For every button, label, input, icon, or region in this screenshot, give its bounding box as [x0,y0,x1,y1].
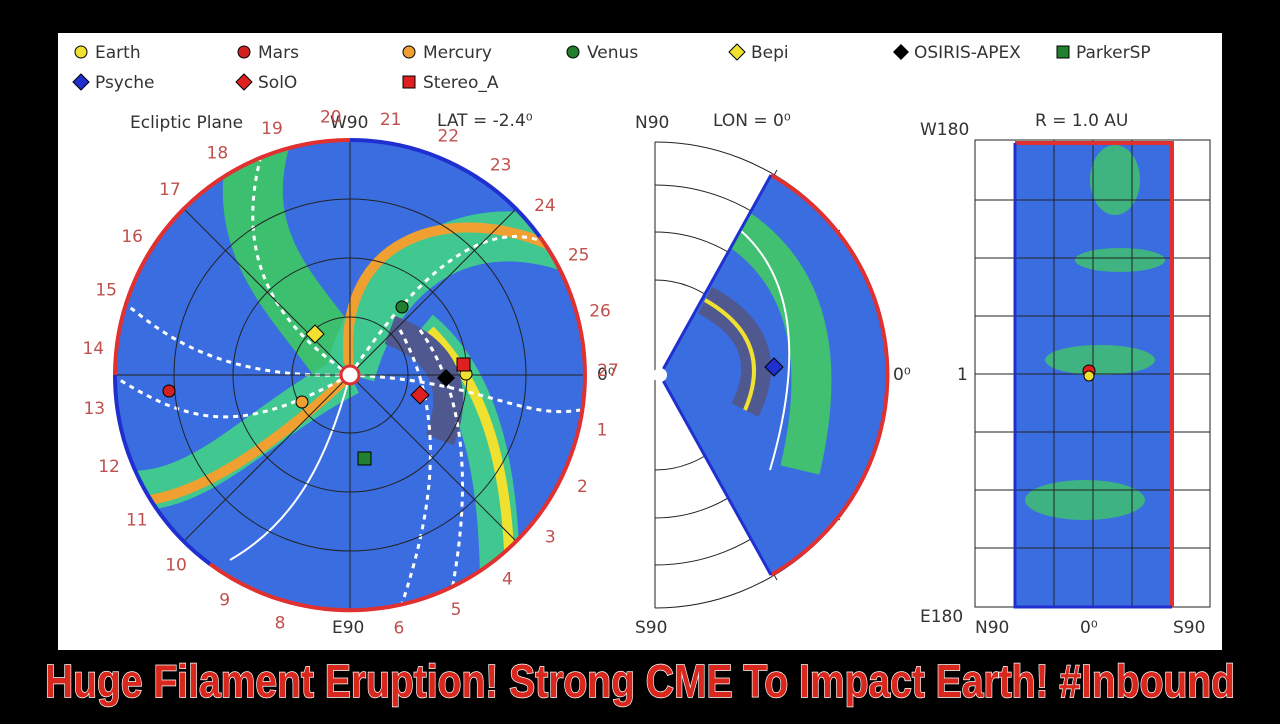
axis-label: 1 [957,365,968,385]
rim [112,374,212,566]
marker [235,73,253,91]
bepi [305,324,325,344]
ring-label: 19 [261,119,283,139]
ring-label: 6 [394,618,405,638]
solar-wind [117,140,585,610]
axis-label: 0⁰ [893,365,911,385]
ring-label: 12 [98,457,120,477]
ring-label: 20 [320,108,342,128]
radial-plot: W180 R = 1.0 AU 1 E180 N90 0⁰ S90 [920,111,1211,638]
legend-label: Mercury [423,43,492,63]
marker [566,45,580,59]
ring-label: 18 [207,144,229,164]
ring-label: 2 [577,477,588,497]
plot-title: Ecliptic Plane [130,113,243,133]
mars [162,384,176,398]
stereo-a [456,357,471,372]
solar-wind [697,213,832,475]
ring-label: 9 [219,591,230,611]
ring-label: 11 [126,510,148,530]
latitude: LAT = -2.4⁰ [437,111,533,131]
axis-label: E90 [332,618,364,638]
marker [1056,45,1070,59]
sun [339,364,361,386]
legend-label: ParkerSP [1076,43,1151,63]
caption: Huge Filament Eruption! Strong CME To Im… [45,655,1235,707]
mercury [295,395,309,409]
ring-label: 24 [534,196,556,216]
marker [237,45,251,59]
axis-label: W90 [330,113,368,133]
marker [402,45,416,59]
venus [395,300,409,314]
radius: R = 1.0 AU [1035,111,1128,131]
ring-label: 1 [597,420,608,440]
legend: Earth Mars Mercury Venus Bepi OSIRIS-APE… [72,43,1151,93]
marker [402,75,416,89]
marker [74,45,88,59]
axis-label: N90 [975,618,1009,638]
rim [1015,141,1174,607]
solar-wind [1025,145,1165,520]
ring-label: 25 [568,245,590,265]
ring-label: 15 [95,281,117,301]
legend-label: OSIRIS-APEX [914,43,1021,63]
axis-label: E180 [920,607,963,627]
axis-label: 0⁰ [597,365,615,385]
ring-label: 23 [490,156,512,176]
ring-label: 3 [545,528,556,548]
ecliptic-plot: Ecliptic Plane W90 LAT = -2.4⁰ E90 0⁰ 19… [82,108,618,639]
marker [72,73,90,91]
ring-label: 17 [159,180,181,200]
axis-label: S90 [1173,618,1205,638]
sun [653,368,667,382]
ring-label: 14 [82,339,104,359]
legend-label: Bepi [751,43,789,63]
legend-label: Psyche [95,73,154,93]
rim [113,138,351,376]
psyche [764,357,784,377]
osiris-apex [437,369,455,387]
marker [893,44,909,60]
legend-label: Mars [258,43,299,63]
rim [770,173,890,577]
legend-label: Earth [95,43,141,63]
earth [1083,370,1095,382]
axis-label: N90 [635,113,669,133]
ring-label: 5 [451,600,462,620]
solo [410,385,430,405]
marker [728,43,746,61]
ring-label: 13 [83,399,105,419]
rim [349,138,542,239]
ring-label: 8 [275,613,286,633]
ring-label: 10 [165,556,187,576]
rim [208,235,587,613]
ring-label: 22 [437,126,459,146]
ring-label: 4 [502,569,513,589]
ring-label: 26 [589,301,611,321]
legend-label: SolO [258,73,297,93]
ring-label: 27 [597,361,619,381]
parkersp [357,451,372,466]
legend-label: Stereo_A [423,73,499,93]
axis-label: W180 [920,120,969,140]
meridional-plot: N90 LON = 0⁰ S90 0⁰ [635,111,911,638]
ring-label: 16 [121,227,143,247]
legend-label: Venus [587,43,638,63]
axis-label: 0⁰ [1080,618,1098,638]
ring-label: 21 [380,110,402,130]
axis-label: S90 [635,618,667,638]
rim [1013,143,1172,609]
longitude: LON = 0⁰ [713,111,791,131]
